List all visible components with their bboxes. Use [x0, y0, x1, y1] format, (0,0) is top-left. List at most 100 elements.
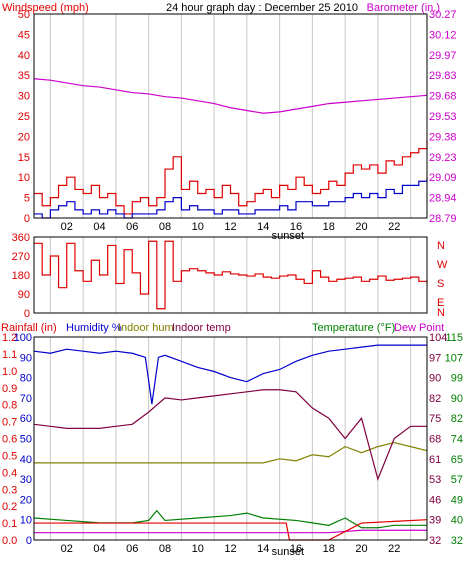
humidity-tick-label: 50	[20, 434, 32, 446]
humidity-tick-label: 40	[20, 454, 32, 466]
hour-tick-label: 16	[290, 221, 302, 233]
indoor-hum-series-line	[34, 441, 428, 464]
windspeed-tick-label: 35	[18, 70, 30, 82]
humidity-tick-label: 0	[26, 535, 32, 547]
grid-layer	[34, 14, 427, 540]
indoor-temp-tick-label: 97	[429, 352, 441, 364]
series-layer	[33, 78, 428, 541]
windspeed-tick-label: 0	[24, 213, 30, 225]
temperature-tick-label: 49	[451, 494, 463, 506]
hour-tick-label: 14	[257, 543, 269, 555]
hour-tick-label: 22	[388, 543, 400, 555]
hour-tick-label: 16	[290, 543, 302, 555]
humidity-tick-label: 20	[20, 494, 32, 506]
barometer-tick-label: 30.27	[429, 9, 457, 21]
barometer-tick-label: 28.94	[429, 193, 457, 205]
humidity-axis-label: Humidity %	[66, 322, 122, 334]
rainfall-tick-label: 0.1	[2, 518, 17, 530]
barometer-tick-label: 29.38	[429, 131, 457, 143]
hour-tick-label: 20	[355, 543, 367, 555]
indoor-temp-tick-label: 53	[429, 474, 441, 486]
barometer-tick-label: 29.83	[429, 70, 457, 82]
frame-layer	[33, 13, 428, 541]
rainfall-tick-label: 0.9	[2, 383, 17, 395]
barometer-series-line	[33, 78, 428, 114]
barometer-tick-label: 28.79	[429, 213, 457, 225]
direction-tick-label: 180	[12, 270, 30, 282]
rainfall-tick-label: 0.0	[2, 535, 17, 547]
direction-panel-background	[34, 237, 427, 313]
indoor-temp-tick-label: 90	[429, 373, 441, 385]
dir-letter-w: W	[437, 259, 448, 271]
indoor-temp-tick-label: 75	[429, 413, 441, 425]
temperature-tick-label: 82	[451, 413, 463, 425]
wind-panel-frame	[33, 13, 428, 219]
rainfall-tick-label: 0.8	[2, 400, 17, 412]
temperature-tick-label: 99	[451, 373, 463, 385]
windspeed-tick-label: 25	[18, 111, 30, 123]
direction-tick-label: 270	[12, 251, 30, 263]
dir-letter-n-top: N	[437, 240, 445, 252]
rainfall-tick-label: 0.4	[2, 467, 17, 479]
hour-tick-label: 12	[224, 221, 236, 233]
hour-tick-label: 02	[61, 221, 73, 233]
sunset-annotation: sunset	[272, 230, 304, 242]
wind-panel-background	[34, 14, 427, 218]
barometer-tick-label: 29.09	[429, 172, 457, 184]
rainfall-tick-label: 1.1	[2, 349, 17, 361]
rainfall-tick-label: 1.2	[2, 332, 17, 344]
temperature-series-line	[33, 509, 427, 529]
windspeed-tick-label: 30	[18, 91, 30, 103]
windspeed-tick-label: 40	[18, 50, 30, 62]
temp-panel-background	[34, 337, 427, 540]
temperature-tick-label: 90	[451, 393, 463, 405]
humidity-tick-label: 60	[20, 413, 32, 425]
indoor-temp-tick-label: 32	[429, 535, 441, 547]
rainfall-tick-label: 0.5	[2, 450, 17, 462]
barometer-tick-label: 29.68	[429, 91, 457, 103]
sunset-annotation: sunset	[272, 546, 304, 556]
barometer-tick-label: 29.53	[429, 111, 457, 123]
direction-tick-label: 360	[12, 232, 30, 244]
direction-tick-label: 0	[24, 308, 30, 320]
temperature-tick-label: 115	[445, 332, 463, 344]
rainfall-tick-label: 0.3	[2, 484, 17, 496]
windspeed-tick-label: 50	[18, 9, 30, 21]
indoor-temp-tick-label: 82	[429, 393, 441, 405]
hour-tick-label: 08	[159, 221, 171, 233]
hour-tick-label: 12	[224, 543, 236, 555]
hour-tick-label: 06	[126, 543, 138, 555]
indoor-temp-axis-label: Indoor temp	[172, 322, 231, 334]
hour-tick-label: 04	[93, 221, 105, 233]
indoor-temp-tick-label: 68	[429, 434, 441, 446]
barometer-tick-label: 29.97	[429, 50, 457, 62]
hour-tick-label: 14	[257, 221, 269, 233]
rainfall-tick-label: 1.0	[2, 366, 17, 378]
windspeed-tick-label: 15	[18, 152, 30, 164]
temperature-tick-label: 65	[451, 454, 463, 466]
dew-point-series-line	[34, 529, 427, 534]
temperature-axis-label: Temperature (°F)	[312, 322, 395, 334]
hour-tick-label: 10	[192, 221, 204, 233]
hour-tick-label: 18	[323, 543, 335, 555]
humidity-series-line	[33, 344, 427, 405]
indoor-temp-tick-label: 104	[429, 332, 447, 344]
barometer-tick-label: 30.12	[429, 29, 457, 41]
windspeed-tick-label: 45	[18, 29, 30, 41]
temperature-tick-label: 57	[451, 474, 463, 486]
chart-title: 24 hour graph day : December 25 2010	[166, 2, 358, 14]
temperature-tick-label: 107	[445, 352, 463, 364]
temperature-tick-label: 74	[451, 434, 463, 446]
gust-series-line	[34, 140, 428, 215]
humidity-tick-label: 80	[20, 373, 32, 385]
hour-tick-label: 04	[93, 543, 105, 555]
hour-tick-label: 02	[61, 543, 73, 555]
hour-tick-label: 08	[159, 543, 171, 555]
hour-tick-label: 10	[192, 543, 204, 555]
windspeed-tick-label: 10	[18, 172, 30, 184]
rainfall-tick-label: 0.2	[2, 501, 17, 513]
hour-tick-label: 18	[323, 221, 335, 233]
temperature-tick-label: 32	[451, 535, 463, 547]
rainfall-tick-label: 0.6	[2, 434, 17, 446]
